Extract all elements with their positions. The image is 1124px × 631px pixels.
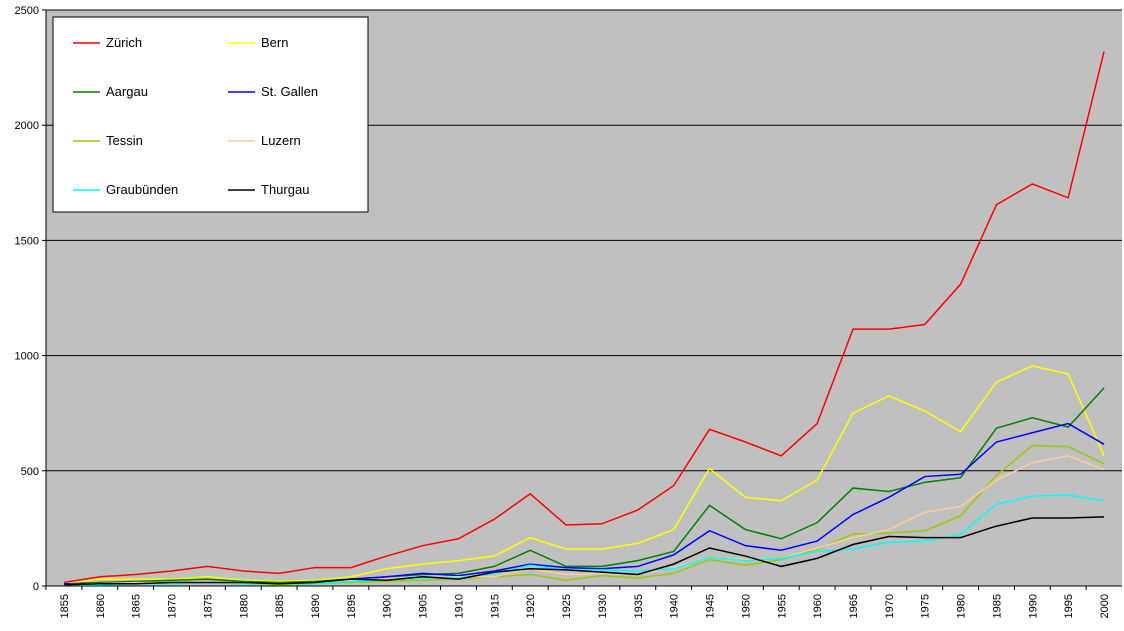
x-tick-label: 2000: [1099, 594, 1111, 618]
legend-label: Aargau: [106, 84, 148, 99]
series-line: [63, 365, 1105, 585]
x-tick-label: 1960: [812, 594, 824, 618]
y-tick-label: 2000: [15, 120, 39, 132]
x-tick-label: 1940: [669, 594, 681, 618]
x-tick-label: 1975: [920, 594, 932, 618]
legend-label: Bern: [261, 35, 288, 50]
x-tick-label: 1950: [740, 594, 752, 618]
y-tick-label: 0: [33, 581, 39, 593]
legend-box: [52, 16, 369, 213]
x-tick-label: 1910: [453, 594, 465, 618]
x-tick-label: 1880: [238, 594, 250, 618]
legend-label: Luzern: [261, 133, 301, 148]
x-tick-label: 1865: [131, 594, 143, 618]
x-tick-label: 1920: [525, 594, 537, 618]
x-tick-label: 1955: [776, 594, 788, 618]
legend-label: St. Gallen: [261, 84, 318, 99]
x-tick-label: 1925: [561, 594, 573, 618]
series-line: [63, 51, 1105, 584]
y-tick-label: 500: [21, 466, 39, 478]
x-tick-label: 1980: [956, 594, 968, 618]
x-tick-label: 1935: [633, 594, 645, 618]
series-line: [63, 516, 1105, 586]
y-tick-label: 2500: [15, 5, 39, 17]
x-tick-label: 1990: [1027, 594, 1039, 618]
x-tick-label: 1870: [167, 594, 179, 618]
legend-label: Tessin: [106, 133, 143, 148]
x-tick-label: 1945: [705, 594, 717, 618]
x-tick-label: 1895: [346, 594, 358, 618]
x-tick-label: 1970: [884, 594, 896, 618]
x-tick-label: 1875: [202, 594, 214, 618]
x-tick-label: 1885: [274, 594, 286, 618]
x-tick-label: 1930: [597, 594, 609, 618]
legend-label: Graubünden: [106, 182, 178, 197]
x-tick-label: 1860: [95, 594, 107, 618]
x-tick-label: 1890: [310, 594, 322, 618]
y-tick-label: 1500: [15, 235, 39, 247]
x-tick-label: 1965: [848, 594, 860, 618]
x-tick-label: 1995: [1063, 594, 1075, 618]
x-tick-label: 1855: [59, 594, 71, 618]
x-tick-label: 1900: [382, 594, 394, 618]
legend-label: Thurgau: [261, 182, 309, 197]
x-tick-label: 1985: [991, 594, 1003, 618]
series-line: [63, 494, 1105, 586]
legend-label: Zürich: [106, 35, 142, 50]
y-tick-label: 1000: [15, 351, 39, 363]
x-tick-label: 1915: [489, 594, 501, 618]
x-tick-label: 1905: [418, 594, 430, 618]
series-line: [63, 387, 1105, 585]
